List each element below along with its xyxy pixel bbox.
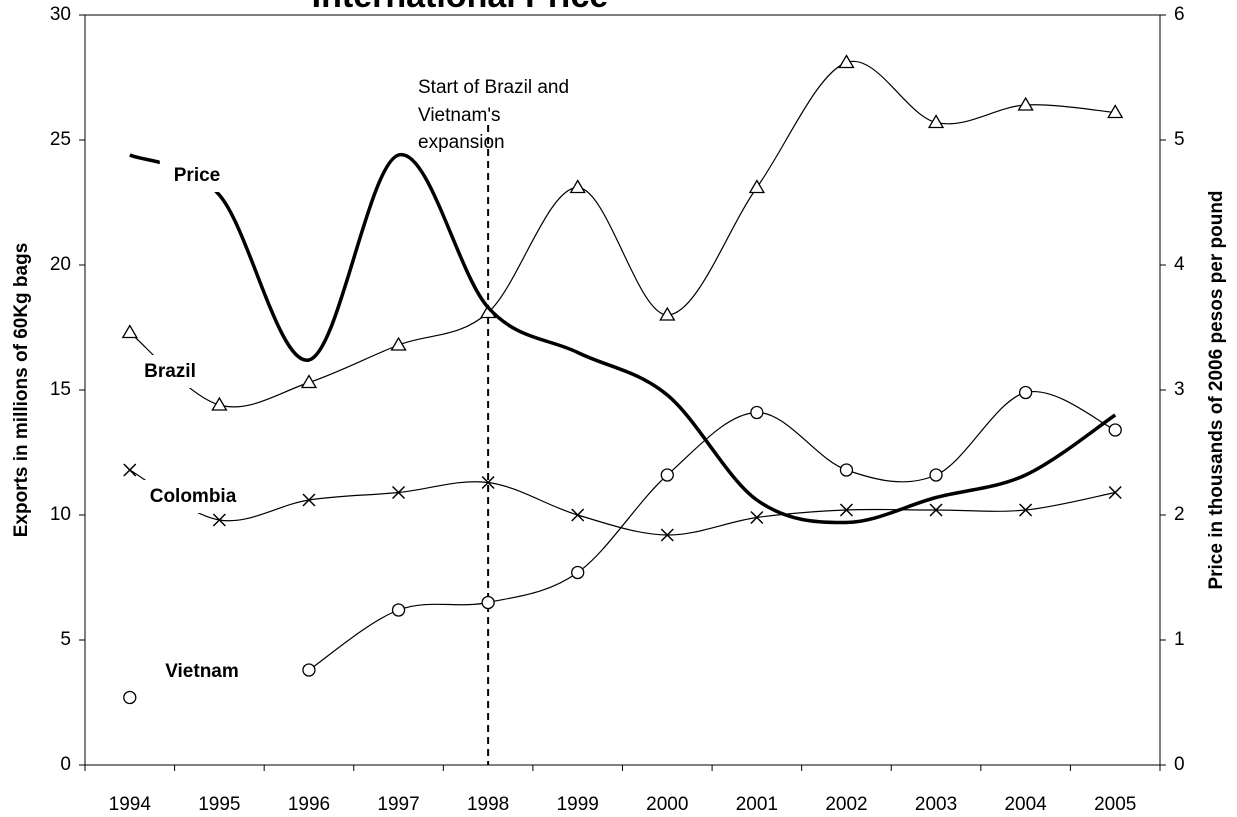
y-tick-label: 20 xyxy=(50,254,71,275)
marker xyxy=(929,503,943,517)
marker xyxy=(1108,423,1122,437)
marker xyxy=(1018,385,1033,400)
marker xyxy=(1019,503,1033,517)
series-label: Colombia xyxy=(150,486,237,507)
plot-frame xyxy=(84,14,1161,766)
marker xyxy=(300,374,318,389)
x-tick-label: 1998 xyxy=(467,794,509,815)
label-background xyxy=(135,480,251,514)
annotation-text: Vietnam's xyxy=(418,105,501,126)
y2-tick-label: 0 xyxy=(1174,754,1185,775)
series-line xyxy=(129,153,1117,525)
y2-axis-label: Price in thousands of 2006 pesos per pou… xyxy=(1206,190,1227,589)
series-line xyxy=(129,60,1116,408)
marker xyxy=(660,528,674,542)
marker xyxy=(390,336,407,351)
y2-tick-label: 5 xyxy=(1174,129,1185,150)
marker xyxy=(123,463,137,477)
x-tick-label: 1999 xyxy=(557,794,599,815)
label-background xyxy=(130,355,210,389)
annotation-text: Start of Brazil and xyxy=(418,77,569,98)
marker xyxy=(929,468,943,482)
series-label: Vietnam xyxy=(165,661,239,682)
marker xyxy=(839,463,854,477)
marker xyxy=(659,306,676,321)
y-tick-label: 10 xyxy=(50,504,71,525)
label-background xyxy=(151,655,253,689)
marker xyxy=(838,54,855,69)
y2-tick-label: 4 xyxy=(1174,254,1185,275)
marker xyxy=(212,513,226,527)
series-label: Price xyxy=(174,165,220,186)
marker xyxy=(481,595,495,610)
marker xyxy=(571,508,585,522)
marker xyxy=(1017,96,1034,111)
x-tick-label: 1994 xyxy=(109,794,152,815)
marker xyxy=(1108,485,1122,500)
x-tick-label: 2002 xyxy=(825,794,867,815)
marker xyxy=(302,493,316,507)
x-tick-label: 2001 xyxy=(736,794,778,815)
marker xyxy=(660,468,674,482)
x-tick-label: 1997 xyxy=(377,794,419,815)
chart-title: International Price xyxy=(312,0,609,15)
x-tick-label: 2003 xyxy=(915,794,957,815)
marker xyxy=(750,510,764,525)
marker xyxy=(750,405,764,420)
x-tick-label: 2000 xyxy=(646,794,688,815)
x-tick-label: 1995 xyxy=(198,794,240,815)
marker xyxy=(211,396,228,411)
marker xyxy=(927,114,945,129)
y-axis-label: Exports in millions of 60Kg bags xyxy=(11,243,32,538)
y-tick-label: 5 xyxy=(60,629,71,650)
series-line xyxy=(129,469,1116,536)
y-tick-label: 30 xyxy=(50,4,71,25)
x-tick-label: 2005 xyxy=(1094,794,1136,815)
marker xyxy=(839,503,853,517)
series-label: Brazil xyxy=(144,361,196,382)
y2-tick-label: 6 xyxy=(1174,4,1185,25)
y-tick-label: 25 xyxy=(50,129,71,150)
y2-tick-label: 1 xyxy=(1174,629,1185,650)
annotation-text: expansion xyxy=(418,132,505,153)
marker xyxy=(481,475,495,490)
marker xyxy=(571,565,585,580)
x-tick-label: 2004 xyxy=(1004,794,1047,815)
marker xyxy=(392,485,406,500)
x-tick-label: 1996 xyxy=(288,794,330,815)
marker xyxy=(1107,104,1124,119)
y2-tick-label: 3 xyxy=(1174,379,1185,400)
series-line xyxy=(308,390,1116,671)
marker xyxy=(121,324,138,339)
marker xyxy=(302,663,316,677)
y2-tick-label: 2 xyxy=(1174,504,1185,525)
y-tick-label: 15 xyxy=(50,379,71,400)
marker xyxy=(748,179,766,194)
marker xyxy=(569,179,586,194)
marker xyxy=(391,603,406,617)
label-background xyxy=(159,159,235,193)
y-tick-label: 0 xyxy=(60,754,71,775)
marker xyxy=(123,690,137,705)
